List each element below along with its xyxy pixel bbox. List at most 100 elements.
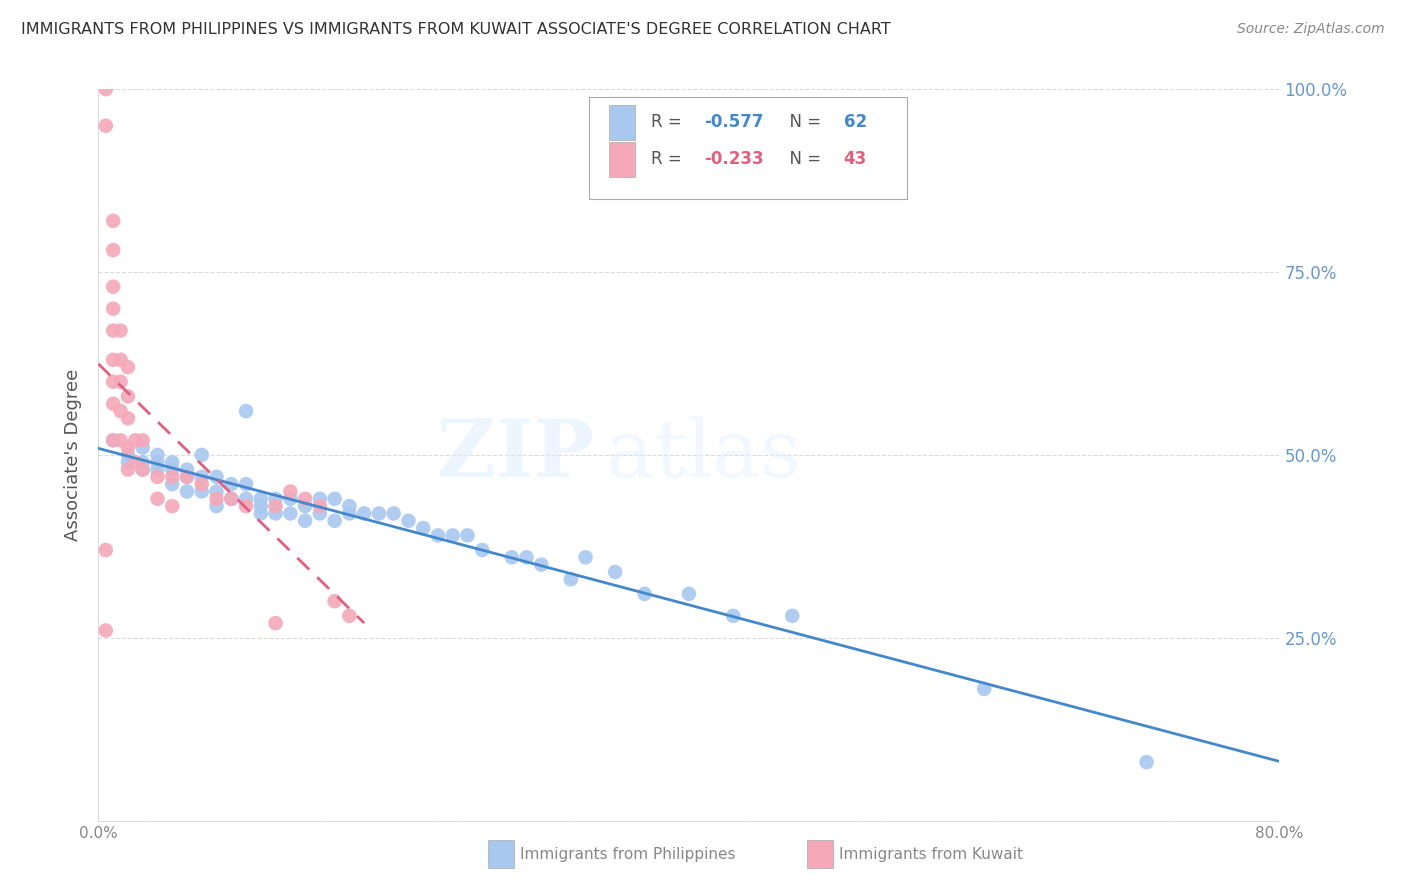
Point bbox=[382, 507, 405, 521]
Point bbox=[574, 550, 596, 565]
Point bbox=[146, 470, 169, 484]
Text: N =: N = bbox=[779, 113, 827, 131]
Point bbox=[427, 528, 450, 542]
Point bbox=[132, 441, 155, 455]
Point bbox=[530, 558, 553, 572]
Point bbox=[973, 681, 995, 696]
Text: Source: ZipAtlas.com: Source: ZipAtlas.com bbox=[1237, 22, 1385, 37]
Point bbox=[1135, 755, 1157, 769]
Point bbox=[103, 324, 125, 338]
Point bbox=[250, 491, 273, 506]
Point bbox=[605, 565, 627, 579]
Point bbox=[117, 448, 139, 462]
Point bbox=[339, 507, 360, 521]
Point bbox=[309, 499, 332, 513]
Point bbox=[368, 507, 391, 521]
Point bbox=[264, 491, 287, 506]
Point bbox=[278, 484, 302, 499]
Y-axis label: Associate's Degree: Associate's Degree bbox=[65, 368, 83, 541]
Point bbox=[110, 324, 132, 338]
Point bbox=[103, 375, 125, 389]
Point bbox=[294, 514, 316, 528]
Point bbox=[103, 434, 125, 448]
Point bbox=[110, 352, 132, 367]
Text: N =: N = bbox=[779, 150, 827, 168]
Point bbox=[205, 491, 228, 506]
Point bbox=[353, 507, 375, 521]
Point bbox=[103, 279, 125, 293]
Point bbox=[723, 608, 745, 623]
Point bbox=[132, 462, 155, 476]
Point bbox=[633, 587, 655, 601]
Point bbox=[110, 375, 132, 389]
Point bbox=[205, 484, 228, 499]
Point bbox=[103, 301, 125, 316]
Point bbox=[235, 404, 257, 418]
Point bbox=[176, 484, 198, 499]
Point bbox=[219, 491, 242, 506]
Point bbox=[515, 550, 537, 565]
Point bbox=[412, 521, 434, 535]
Point bbox=[176, 462, 198, 476]
Text: -0.233: -0.233 bbox=[704, 150, 763, 168]
Point bbox=[132, 462, 155, 476]
FancyBboxPatch shape bbox=[488, 840, 515, 868]
Point bbox=[146, 455, 169, 469]
Text: R =: R = bbox=[651, 150, 688, 168]
Point bbox=[117, 411, 139, 425]
Point bbox=[309, 507, 332, 521]
Text: IMMIGRANTS FROM PHILIPPINES VS IMMIGRANTS FROM KUWAIT ASSOCIATE'S DEGREE CORRELA: IMMIGRANTS FROM PHILIPPINES VS IMMIGRANT… bbox=[21, 22, 891, 37]
Text: -0.577: -0.577 bbox=[704, 113, 763, 131]
Point bbox=[110, 434, 132, 448]
Text: Immigrants from Philippines: Immigrants from Philippines bbox=[520, 847, 735, 862]
Point bbox=[456, 528, 478, 542]
Point bbox=[323, 594, 346, 608]
Point bbox=[162, 499, 183, 513]
Point bbox=[117, 462, 139, 476]
Point bbox=[117, 360, 139, 375]
Point bbox=[103, 214, 125, 228]
Point bbox=[132, 434, 155, 448]
Point bbox=[162, 470, 183, 484]
Point bbox=[396, 514, 419, 528]
Point bbox=[94, 543, 117, 558]
Point bbox=[323, 491, 346, 506]
Point bbox=[132, 455, 155, 469]
Point bbox=[219, 477, 242, 491]
Point bbox=[103, 397, 125, 411]
Point bbox=[205, 499, 228, 513]
Point bbox=[501, 550, 523, 565]
Point bbox=[146, 491, 169, 506]
Point bbox=[219, 491, 242, 506]
Point bbox=[441, 528, 464, 542]
Point bbox=[264, 616, 287, 631]
FancyBboxPatch shape bbox=[609, 142, 634, 177]
Point bbox=[176, 470, 198, 484]
FancyBboxPatch shape bbox=[609, 105, 634, 140]
Point bbox=[110, 404, 132, 418]
Point bbox=[278, 507, 302, 521]
Point bbox=[250, 499, 273, 513]
Point bbox=[117, 441, 139, 455]
Point bbox=[103, 243, 125, 257]
Point bbox=[117, 389, 139, 403]
Point bbox=[124, 455, 146, 469]
Text: 62: 62 bbox=[844, 113, 866, 131]
Point bbox=[264, 507, 287, 521]
Point bbox=[250, 507, 273, 521]
Text: R =: R = bbox=[651, 113, 688, 131]
Point bbox=[103, 434, 125, 448]
Point bbox=[124, 434, 146, 448]
Point bbox=[146, 462, 169, 476]
Point bbox=[191, 470, 214, 484]
FancyBboxPatch shape bbox=[589, 96, 907, 199]
Point bbox=[146, 448, 169, 462]
Point bbox=[103, 352, 125, 367]
Point bbox=[339, 499, 360, 513]
Point bbox=[278, 491, 302, 506]
Point bbox=[235, 499, 257, 513]
Text: ZIP: ZIP bbox=[437, 416, 595, 494]
Point bbox=[560, 572, 582, 586]
Point bbox=[205, 470, 228, 484]
Text: 43: 43 bbox=[844, 150, 868, 168]
